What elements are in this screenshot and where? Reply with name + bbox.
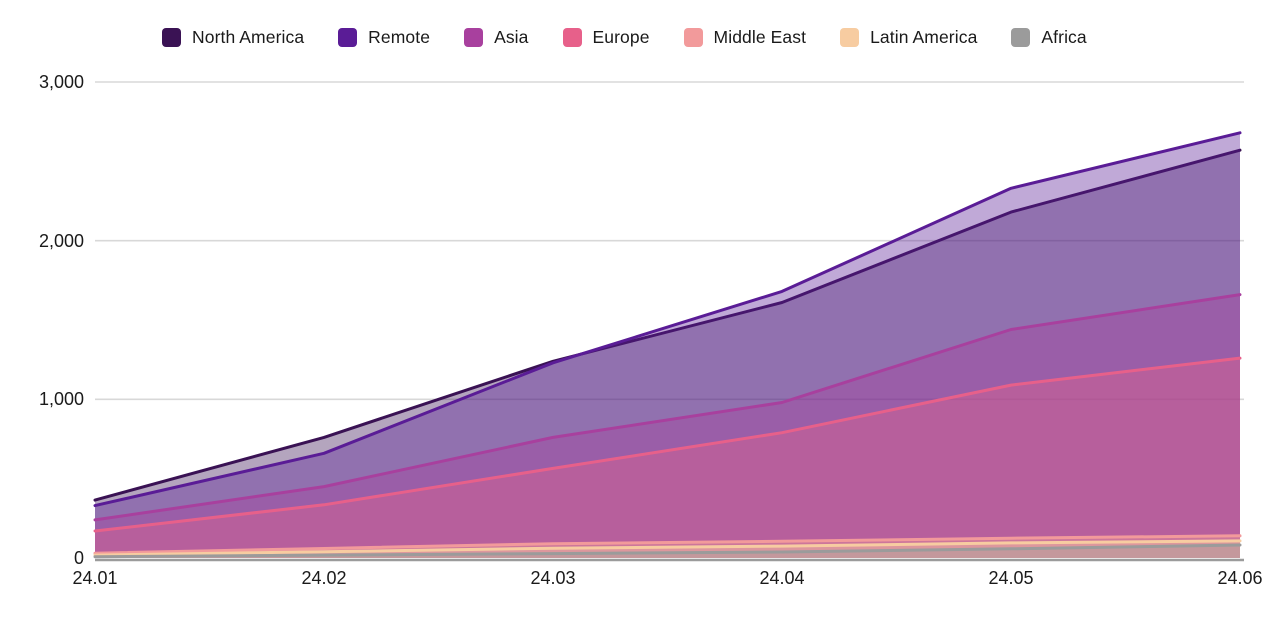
legend-swatch-africa [1011,28,1031,47]
legend-label: North America [192,27,305,47]
x-tick-label-24.06: 24.06 [1217,568,1263,588]
x-tick-label-24.02: 24.02 [301,568,347,588]
legend-label: Europe [592,27,650,47]
legend-label: Middle East [713,27,807,47]
series-line-asia [93,293,1242,522]
y-tick-label-2000: 2,000 [38,230,84,251]
legend-swatch-latin-america [840,28,860,47]
series-area-north-america [95,150,1240,558]
series-line-latin-america [93,539,1242,557]
legend-swatch-europe [562,28,582,47]
series-area-europe [95,358,1240,558]
y-tick-label-0: 0 [73,548,84,568]
legend-swatch-middle-east [683,28,703,47]
legend-item-remote[interactable]: Remote [338,27,430,48]
legend-item-africa[interactable]: Africa [1011,27,1087,48]
series-line-middle-east [93,534,1242,555]
legend-item-north-america[interactable]: North America [162,27,304,48]
legend-swatch-remote [338,28,358,47]
legend-label: Latin America [870,27,978,47]
legend-swatch-asia [464,28,484,47]
legend-item-asia[interactable]: Asia [464,27,528,48]
chart-legend: North America Remote Asia Europe Middle East… [162,27,1087,48]
y-tick-label-3000: 3,000 [38,72,84,92]
series-line-africa [93,543,1242,559]
legend-swatch-north-america [162,28,181,47]
x-tick-label-24.01: 24.01 [72,568,118,588]
x-tick-label-24.05: 24.05 [988,568,1034,588]
series-line-europe [93,356,1242,533]
y-tick-label-1000: 1,000 [38,389,84,410]
x-tick-label-24.03: 24.03 [530,568,576,588]
series-line-north-america [93,148,1242,502]
legend-label: Africa [1041,27,1087,47]
legend-item-latin-america[interactable]: Latin America [840,27,977,48]
series-line-remote [93,131,1242,508]
series-area-remote [95,132,1240,559]
legend-item-middle-east[interactable]: Middle East [683,27,807,48]
series-area-asia [95,294,1240,558]
legend-label: Asia [494,27,529,47]
x-tick-label-24.04: 24.04 [759,568,805,588]
legend-label: Remote [368,27,431,47]
legend-item-europe[interactable]: Europe [562,27,650,48]
